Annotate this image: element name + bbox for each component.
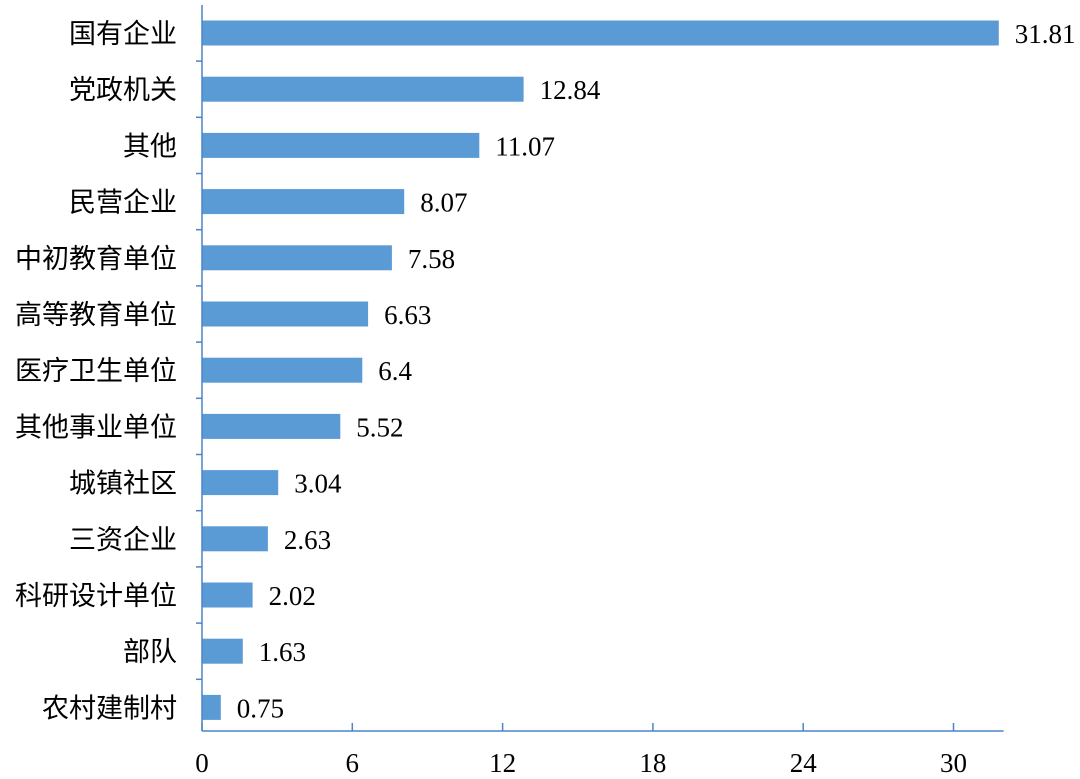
x-tick-label-1: 6 [346, 748, 360, 778]
x-tick-label-2: 12 [489, 748, 516, 778]
bar-11 [202, 638, 243, 664]
bar-9 [202, 526, 268, 552]
category-label-10: 科研设计单位 [15, 581, 177, 612]
bar-0 [202, 20, 999, 46]
bar-1 [202, 76, 524, 102]
value-label-3: 8.07 [420, 188, 467, 218]
category-label-2: 其他 [123, 131, 177, 162]
x-tick-label-3: 18 [639, 748, 666, 778]
bars-group [196, 20, 999, 720]
value-label-0: 31.81 [1015, 19, 1076, 49]
category-label-7: 其他事业单位 [15, 412, 177, 443]
value-label-4: 7.58 [408, 244, 455, 274]
bar-12 [202, 694, 221, 720]
bar-4 [202, 245, 392, 271]
x-tick-label-4: 24 [790, 748, 818, 778]
x-ticks-group: 0 6 12 18 24 30 [195, 723, 967, 778]
category-label-1: 党政机关 [69, 75, 177, 106]
value-label-6: 6.4 [378, 356, 412, 386]
category-label-4: 中初教育单位 [15, 244, 177, 275]
value-label-12: 0.75 [237, 693, 284, 723]
bar-5 [202, 301, 369, 327]
category-label-9: 三资企业 [69, 525, 177, 556]
bar-7 [202, 413, 341, 439]
value-label-1: 12.84 [540, 75, 601, 105]
category-label-5: 高等教育单位 [15, 300, 177, 331]
value-label-2: 11.07 [495, 131, 555, 161]
category-label-12: 农村建制村 [42, 693, 177, 724]
value-label-8: 3.04 [294, 469, 342, 499]
value-label-5: 6.63 [384, 300, 431, 330]
x-tick-label-0: 0 [195, 748, 209, 778]
value-label-9: 2.63 [284, 525, 331, 555]
value-label-7: 5.52 [356, 412, 403, 442]
bar-8 [202, 470, 279, 496]
bar-10 [202, 582, 253, 608]
category-label-6: 医疗卫生单位 [15, 356, 177, 387]
category-label-11: 部队 [123, 637, 177, 668]
value-labels-group: 31.81 12.84 11.07 8.07 7.58 6.63 6.4 5.52 3.04 2.… [237, 19, 1076, 723]
category-label-3: 民营企业 [69, 188, 177, 219]
category-label-0: 国有企业 [69, 19, 177, 50]
category-labels-group: 国有企业党政机关其他民营企业中初教育单位高等教育单位医疗卫生单位其他事业单位城镇… [15, 19, 177, 724]
x-tick-label-5: 30 [940, 748, 967, 778]
bar-3 [202, 189, 405, 215]
value-label-10: 2.02 [269, 581, 316, 611]
value-label-11: 1.63 [259, 637, 306, 667]
bar-6 [202, 357, 363, 383]
bar-2 [202, 132, 480, 158]
category-label-8: 城镇社区 [69, 469, 177, 500]
